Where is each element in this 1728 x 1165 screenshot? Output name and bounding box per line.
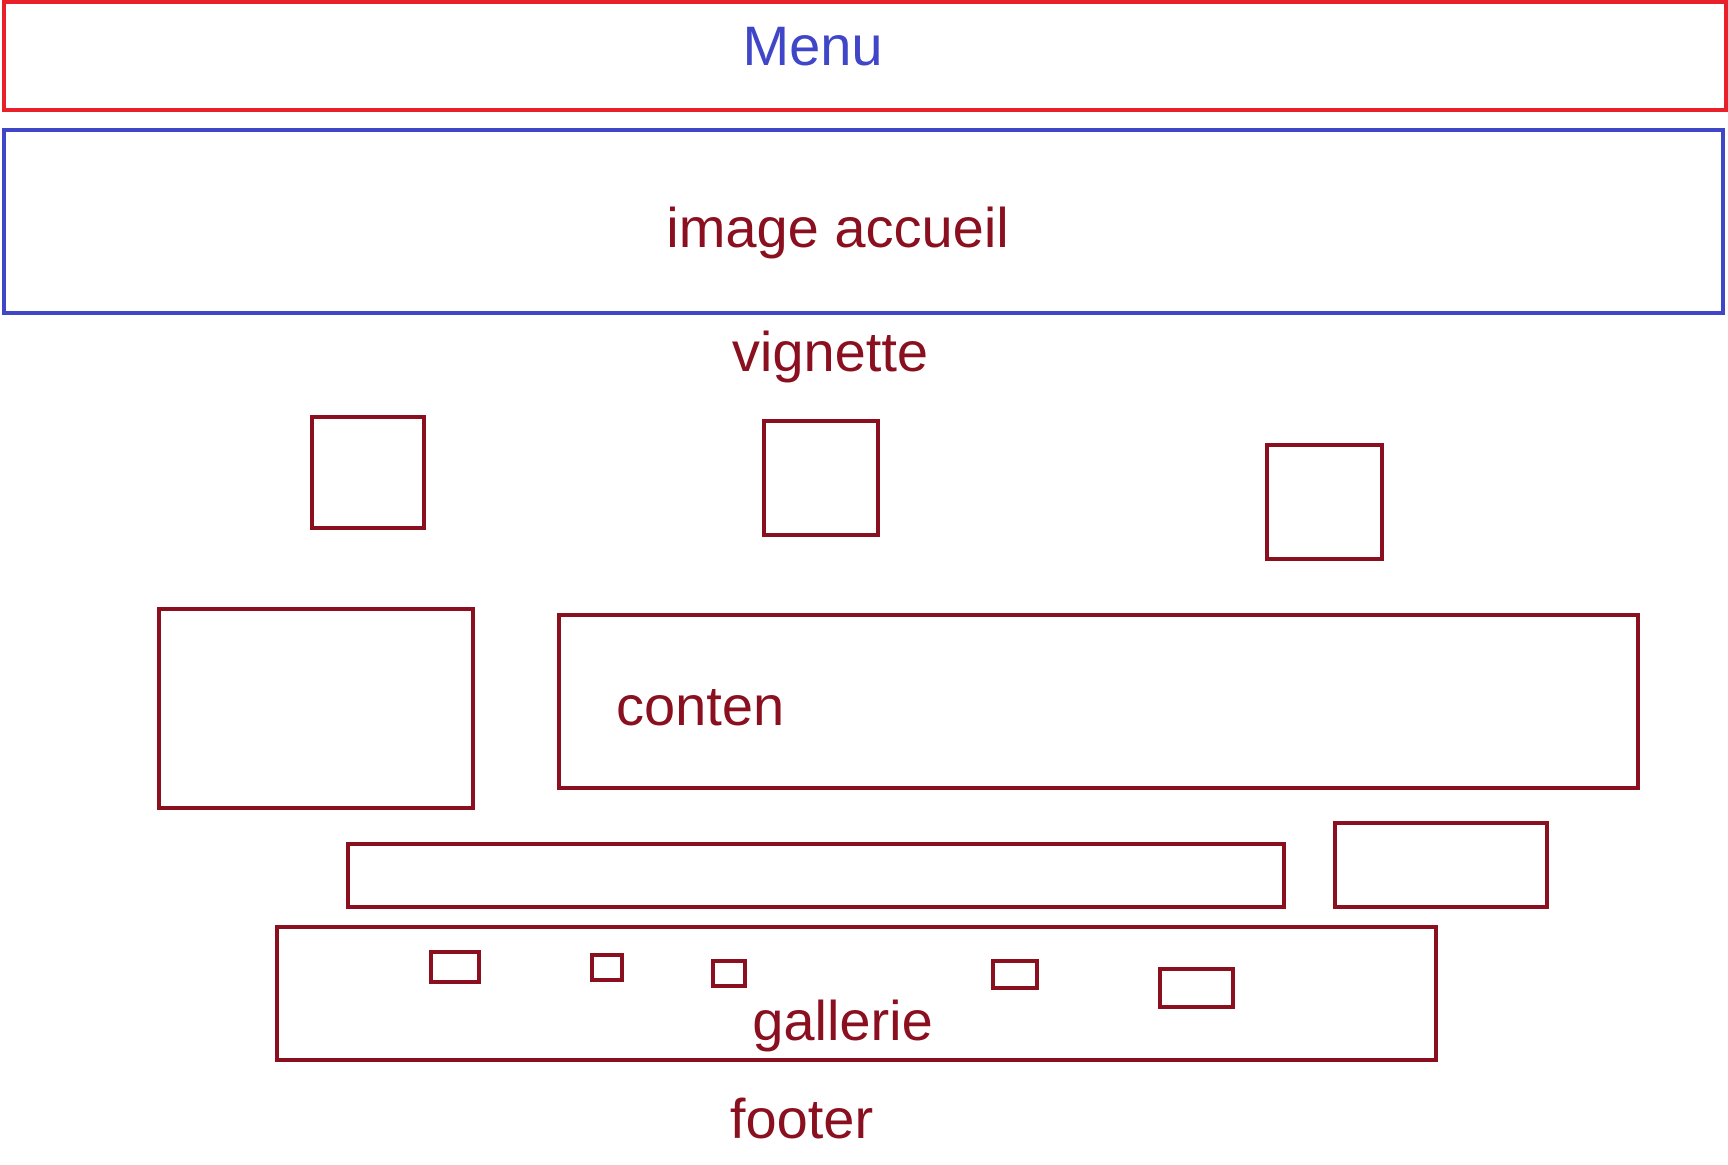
content-block xyxy=(557,613,1640,790)
vignette-thumbnail[interactable] xyxy=(1265,443,1384,561)
small-bar-block xyxy=(1333,821,1549,909)
content-label: conten xyxy=(616,674,785,737)
wide-bar-block xyxy=(346,842,1286,909)
menu-bar[interactable] xyxy=(2,0,1728,112)
hero-image-area xyxy=(2,128,1725,315)
gallery-thumbnail[interactable] xyxy=(429,950,481,984)
gallery-label: gallerie xyxy=(752,989,933,1052)
gallery-thumbnail[interactable] xyxy=(711,959,747,988)
vignette-thumbnail[interactable] xyxy=(310,415,426,530)
menu-label: Menu xyxy=(742,14,883,77)
footer-label: footer xyxy=(729,1087,874,1150)
gallery-thumbnail[interactable] xyxy=(590,953,624,982)
gallery-thumbnail[interactable] xyxy=(1158,967,1235,1009)
vignette-thumbnail[interactable] xyxy=(762,419,880,537)
sidebar-block xyxy=(157,607,475,810)
vignette-label: vignette xyxy=(731,320,929,383)
gallery-thumbnail[interactable] xyxy=(991,959,1039,990)
hero-label: image accueil xyxy=(666,196,1009,259)
gallery-block xyxy=(275,925,1438,1062)
